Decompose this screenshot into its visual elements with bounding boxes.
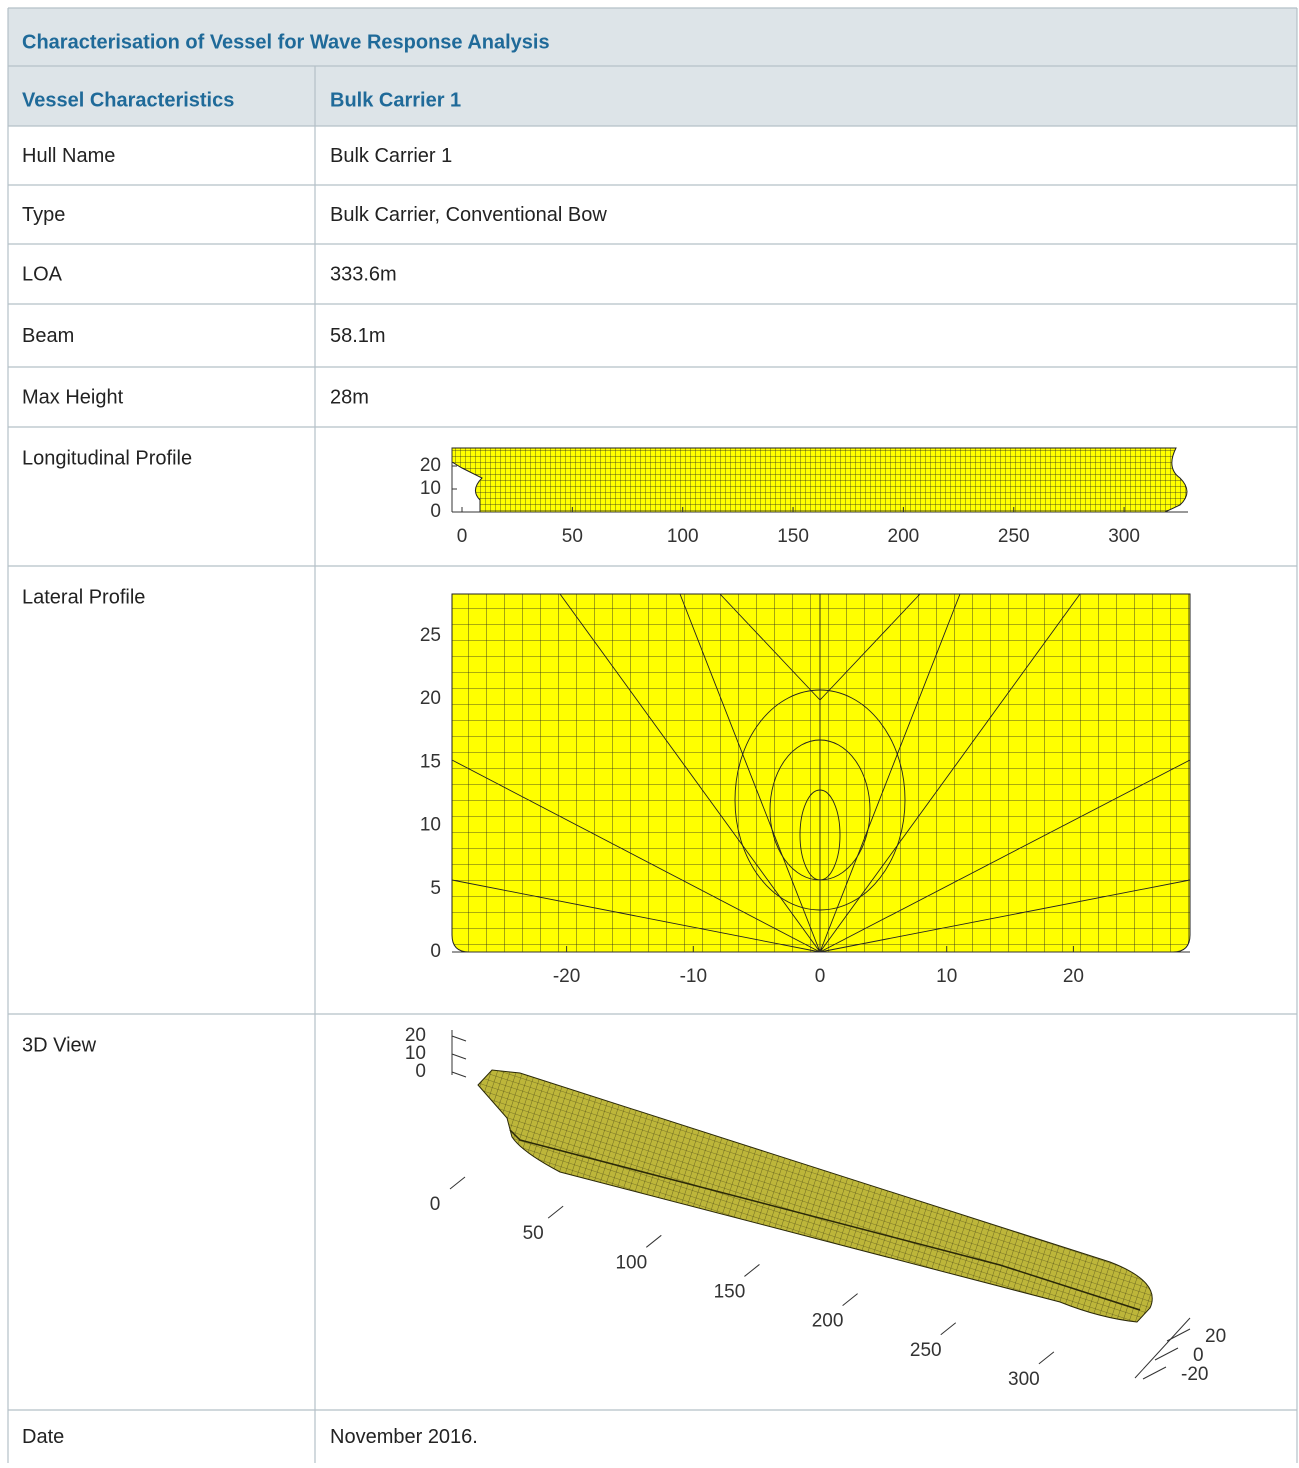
y-tick-label: 20: [420, 455, 441, 476]
x-tick-label: 250: [910, 1340, 942, 1361]
y-tick-label: 10: [420, 815, 441, 836]
y-tick-label: 0: [430, 941, 441, 962]
x-tick-label: 10: [936, 966, 957, 987]
tick-mark: [451, 1071, 467, 1078]
x-tick-label: -20: [553, 966, 580, 987]
tick-mark: [744, 1264, 760, 1277]
x-tick-label: 200: [812, 1311, 844, 1332]
x-tick-label: 0: [430, 1194, 441, 1215]
tick-mark: [1038, 1351, 1055, 1365]
tick-mark: [842, 1293, 858, 1306]
row-value: 58.1m: [330, 325, 386, 347]
x-tick-label: 0: [457, 526, 468, 547]
y-tick-label: 10: [420, 478, 441, 499]
tick-mark: [1142, 1366, 1167, 1380]
row-value: Bulk Carrier 1: [330, 145, 452, 167]
z-tick-label: 20: [405, 1025, 426, 1046]
z-tick-label: 0: [415, 1061, 426, 1082]
x-tick-label: 150: [777, 526, 809, 547]
row-value: November 2016.: [330, 1426, 478, 1448]
y-tick-label: 15: [420, 751, 441, 772]
table-borders: [7, 7, 1298, 1463]
x-tick-label: 50: [562, 526, 583, 547]
x-tick-label: 0: [815, 966, 826, 987]
tick-mark: [645, 1234, 662, 1248]
x-tick-label: -10: [680, 966, 707, 987]
tick-mark: [547, 1205, 564, 1219]
longitudinal-figure: [451, 447, 1188, 513]
row-label: Beam: [22, 325, 74, 347]
x-tick-label: 100: [667, 526, 699, 547]
tick-mark: [451, 1053, 467, 1060]
row-label: 3D View: [22, 1034, 97, 1056]
x-tick-label: 150: [714, 1281, 746, 1302]
row-label: Hull Name: [22, 145, 115, 167]
x-tick-label: 200: [888, 526, 920, 547]
column-header: Vessel Characteristics: [22, 89, 234, 111]
tick-mark: [451, 1035, 467, 1042]
y-tick-label: 5: [430, 878, 441, 899]
x-tick-label: 100: [615, 1252, 647, 1273]
y-tick-label: 0: [430, 501, 441, 522]
row-label: Max Height: [22, 386, 124, 408]
row-value: 28m: [330, 386, 369, 408]
tick-mark: [940, 1322, 957, 1336]
y-tick-label: 25: [420, 625, 441, 646]
row-label: LOA: [22, 263, 63, 285]
header-background: [8, 8, 1297, 126]
z-tick-label: 10: [405, 1043, 426, 1064]
x-tick-label: 300: [1008, 1369, 1040, 1390]
table-title: Characterisation of Vessel for Wave Resp…: [22, 31, 550, 53]
row-label: Date: [22, 1426, 64, 1448]
tick-mark: [1154, 1347, 1179, 1361]
y-tick-label: 0: [1193, 1345, 1204, 1366]
row-value: 333.6m: [330, 263, 397, 285]
y-tick-label: 20: [1205, 1326, 1226, 1347]
row-label: Lateral Profile: [22, 586, 145, 608]
3d-figure: [451, 1030, 1191, 1379]
x-tick-label: 50: [523, 1223, 544, 1244]
tick-mark: [449, 1176, 466, 1190]
y-tick-label: 20: [420, 688, 441, 709]
row-value: Bulk Carrier, Conventional Bow: [330, 204, 607, 226]
x-tick-label: 20: [1063, 966, 1084, 987]
x-tick-label: 300: [1108, 526, 1140, 547]
lateral-figure: [451, 593, 1191, 953]
column-header: Bulk Carrier 1: [330, 89, 461, 111]
x-tick-label: 250: [998, 526, 1030, 547]
row-label: Longitudinal Profile: [22, 447, 192, 469]
tick-mark: [1166, 1328, 1191, 1342]
row-label: Type: [22, 204, 65, 226]
y-tick-label: -20: [1181, 1364, 1208, 1385]
